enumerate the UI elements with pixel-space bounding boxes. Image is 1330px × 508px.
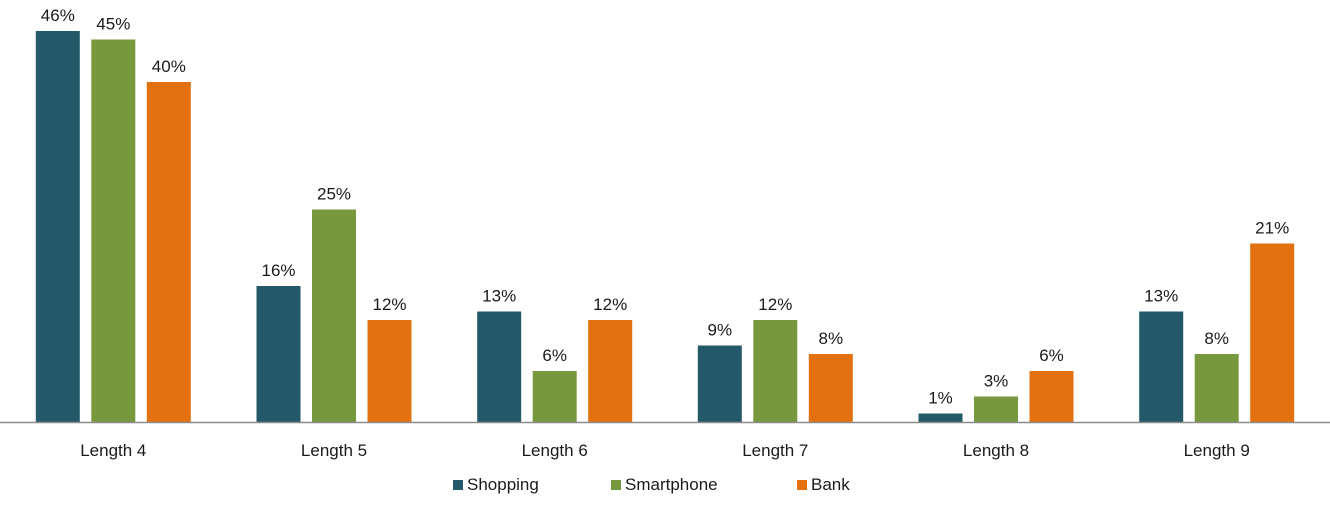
data-label-smartphone-length-5: 25% [317,185,351,204]
bar-shopping-length-9 [1139,311,1184,422]
category-label-length-7: Length 7 [742,441,808,460]
data-labels-group: 46% 45% 40% 16% 25% 12% 13% 6% 12% 9% 12% 8% 1% 3% 6% 1… [41,6,1289,408]
data-label-shopping-length-6: 13% [482,287,516,306]
bar-shopping-length-4 [35,31,80,422]
bar-bank-length-8 [1029,371,1074,422]
bar-shopping-length-6 [477,311,522,422]
data-label-smartphone-length-6: 6% [542,346,567,365]
bar-bank-length-7 [808,354,853,422]
legend-swatch-shopping [453,480,463,490]
bar-bank-length-5 [367,320,412,422]
data-label-smartphone-length-9: 8% [1204,329,1229,348]
bar-bank-length-9 [1250,243,1295,422]
data-label-shopping-length-4: 46% [41,6,75,25]
legend-swatch-smartphone [611,480,621,490]
bar-shopping-length-7 [697,345,742,422]
bars-group [35,31,1295,422]
data-label-shopping-length-8: 1% [928,389,953,408]
category-label-length-4: Length 4 [80,441,146,460]
bar-smartphone-length-4 [91,39,136,422]
data-label-bank-length-9: 21% [1255,219,1289,238]
bar-bank-length-6 [588,320,633,422]
data-label-bank-length-4: 40% [152,57,186,76]
bar-shopping-length-8 [918,413,963,422]
legend-label-bank: Bank [811,475,850,494]
bar-smartphone-length-8 [974,396,1018,422]
legend: Shopping Smartphone Bank [453,475,850,494]
data-label-smartphone-length-4: 45% [96,15,130,34]
data-label-bank-length-6: 12% [593,295,627,314]
category-label-length-5: Length 5 [301,441,367,460]
data-label-shopping-length-5: 16% [261,261,295,280]
legend-label-smartphone: Smartphone [625,475,718,494]
category-label-length-8: Length 8 [963,441,1029,460]
bar-shopping-length-5 [256,286,301,422]
data-label-bank-length-8: 6% [1039,346,1064,365]
category-labels-group: Length 4 Length 5 Length 6 Length 7 Length 8… [80,441,1250,460]
data-label-shopping-length-9: 13% [1144,287,1178,306]
bar-bank-length-4 [146,82,191,422]
legend-label-shopping: Shopping [467,475,539,494]
category-label-length-9: Length 9 [1184,441,1250,460]
bar-smartphone-length-7 [753,320,798,422]
bar-smartphone-length-9 [1194,354,1239,422]
data-label-bank-length-7: 8% [819,329,844,348]
category-label-length-6: Length 6 [522,441,588,460]
bar-smartphone-length-6 [532,371,577,422]
bar-smartphone-length-5 [312,209,356,422]
data-label-bank-length-5: 12% [372,295,406,314]
data-label-shopping-length-7: 9% [708,321,733,340]
data-label-smartphone-length-8: 3% [984,372,1009,391]
legend-swatch-bank [797,480,807,490]
data-label-smartphone-length-7: 12% [758,295,792,314]
